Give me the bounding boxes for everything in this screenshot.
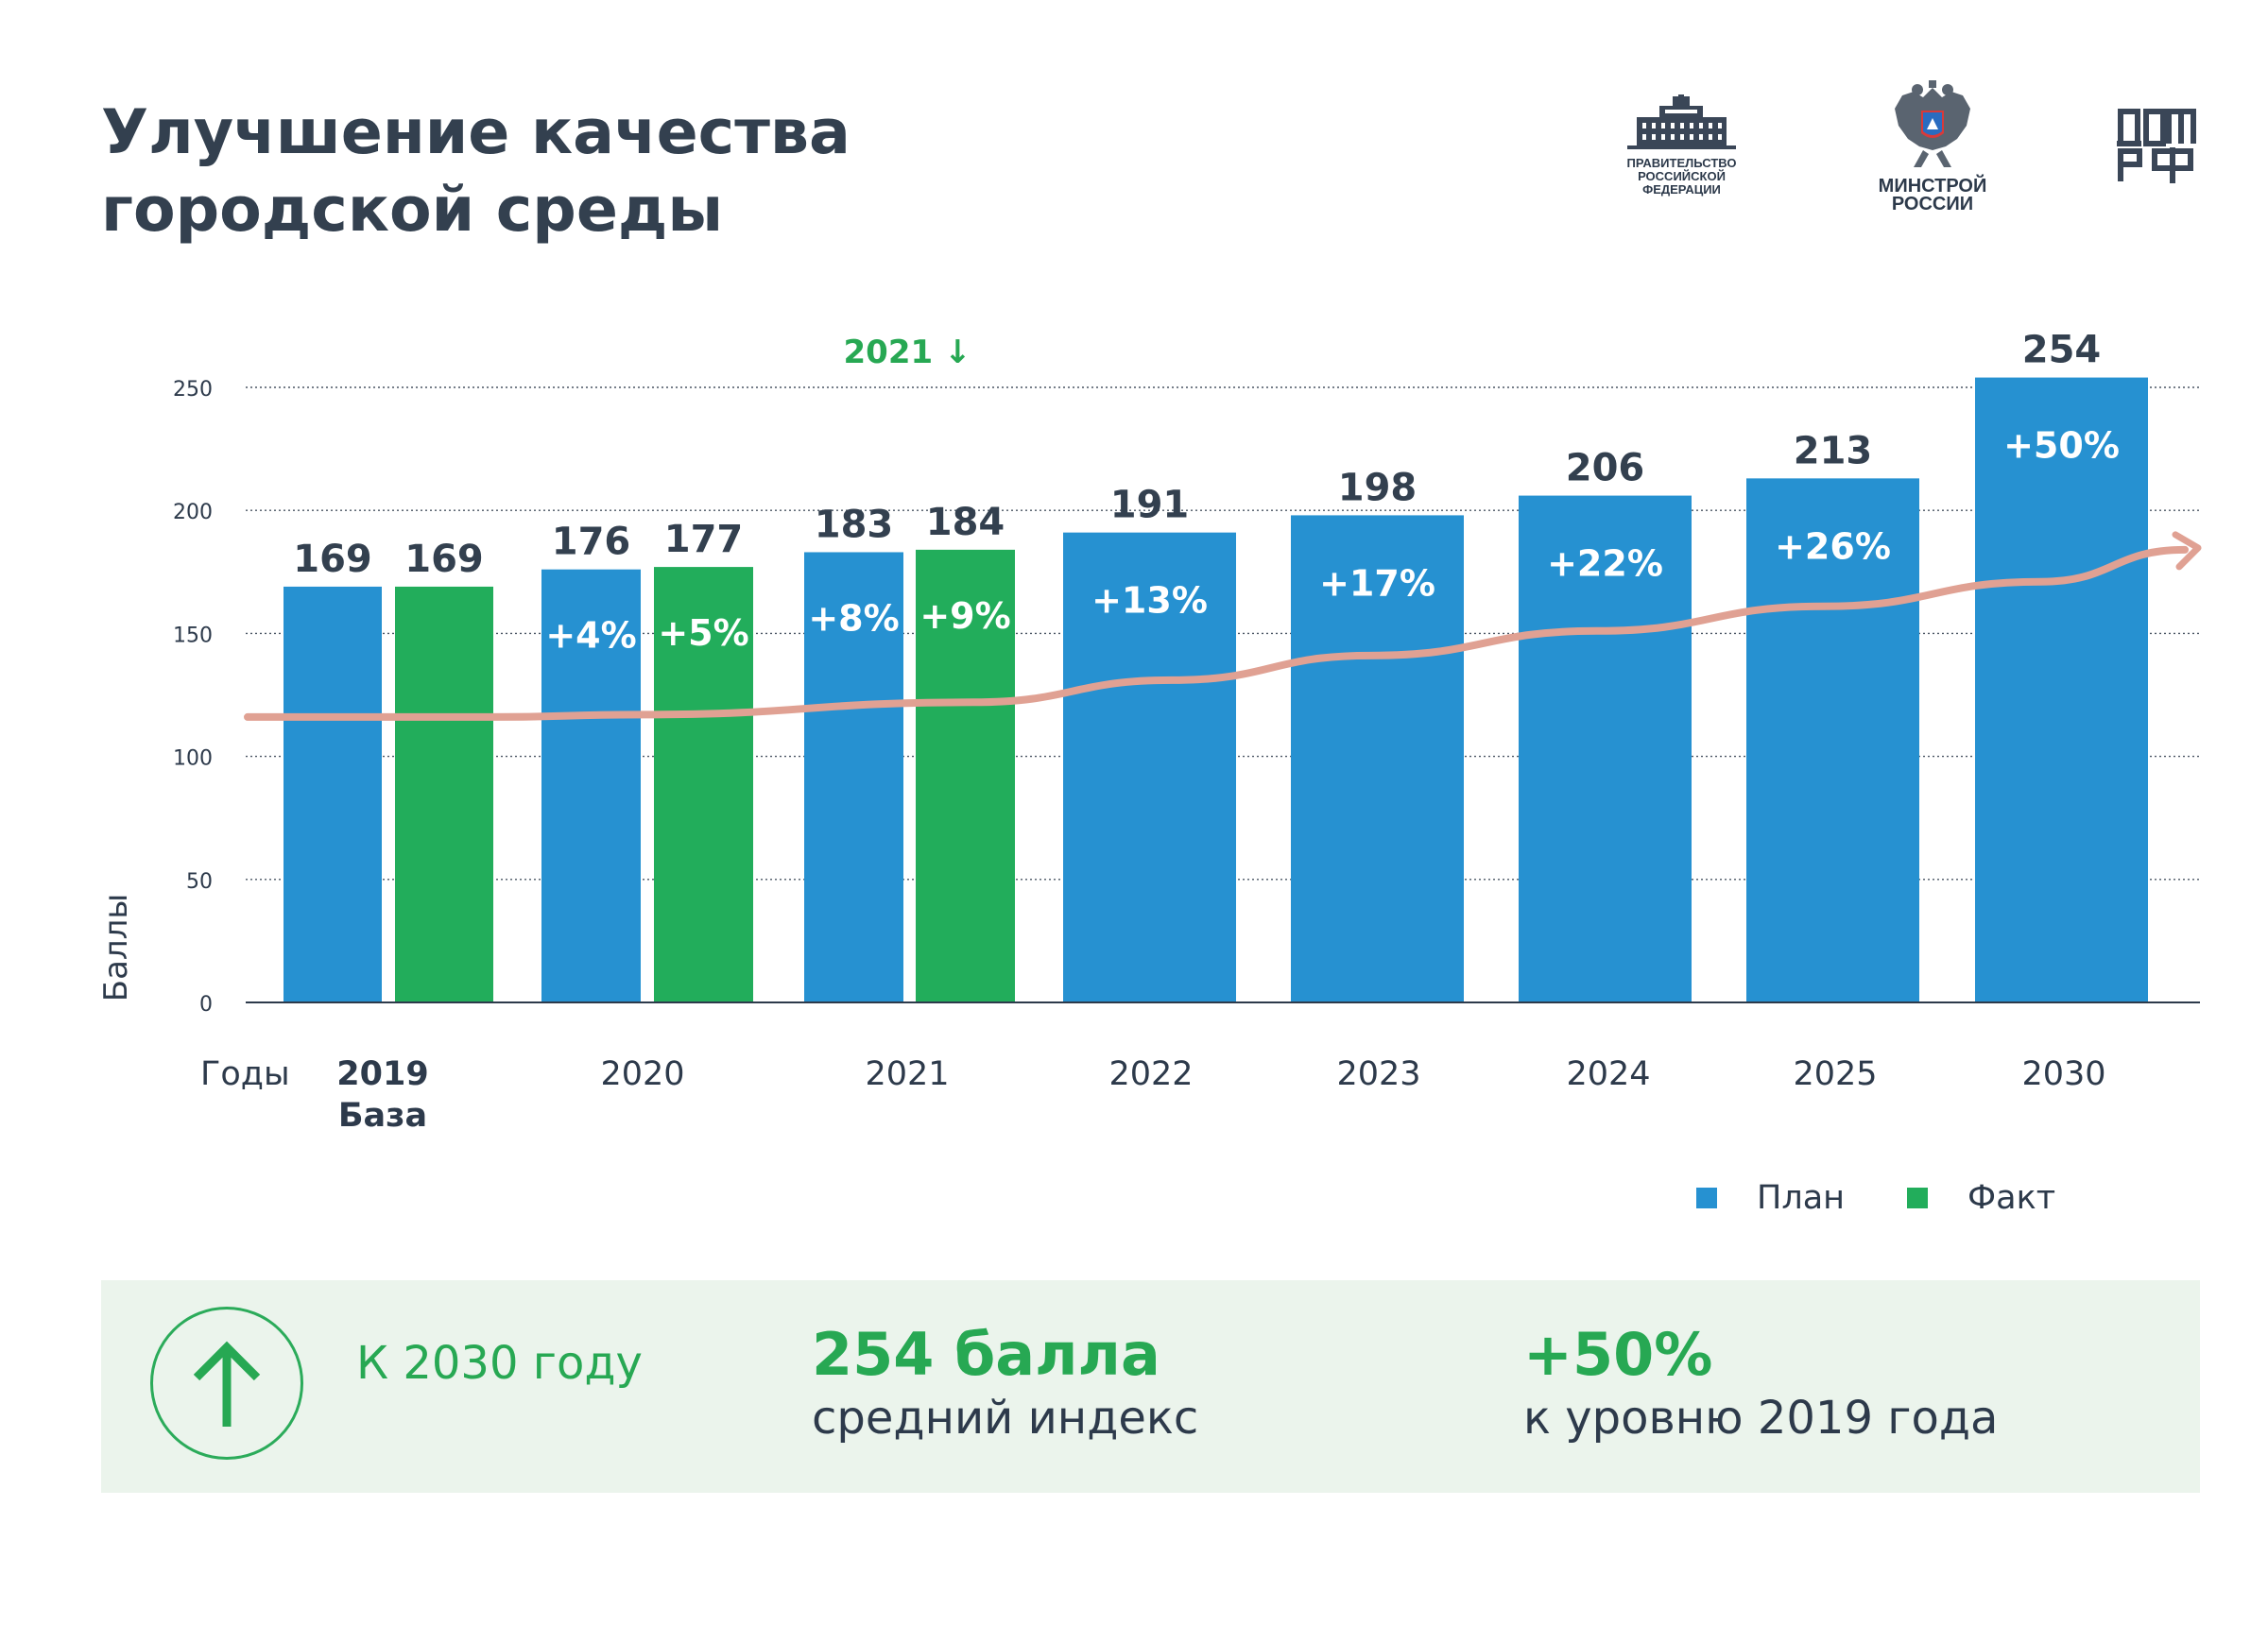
bar-2019-plan (284, 586, 382, 1002)
minstroy-line-1: МИНСТРОЙ (1878, 176, 1987, 197)
legend-item-fact: Факт (1907, 1179, 2055, 1217)
gov-logo-line-3: ФЕДЕРАЦИИ (1642, 182, 1721, 197)
bar-percent-label: +9% (919, 595, 1010, 637)
bar-percent-label: +8% (808, 597, 899, 639)
y-tick-label: 100 (173, 747, 213, 771)
y-tick-label: 50 (186, 870, 213, 894)
bar-percent-label: +22% (1547, 543, 1663, 585)
title-line-2: городской среды (101, 175, 724, 246)
bar-percent-label: +13% (1091, 580, 1208, 622)
gov-logo-line-2: РОССИЙСКОЙ (1638, 169, 1726, 183)
bar-2023-plan (1291, 515, 1464, 1002)
summary-panel: К 2030 году 254 балла средний индекс +50… (101, 1280, 2200, 1493)
legend-swatch-plan (1696, 1188, 1717, 1208)
y-tick-label: 0 (199, 993, 213, 1017)
domrf-logo (2115, 106, 2196, 185)
bar-2021-plan (804, 552, 903, 1002)
x-tick-label: 2024 (1566, 1055, 1650, 1093)
summary-growth: +50% (1523, 1320, 1713, 1389)
x-tick-label: 2025 (1793, 1055, 1877, 1093)
summary-growth-caption: к уровню 2019 года (1523, 1392, 1999, 1445)
annotation-2021: 2021 ↓ (844, 334, 971, 371)
summary-value: 254 балла (812, 1320, 1160, 1389)
x-axis-label: Годы (200, 1055, 290, 1093)
y-tick-label: 200 (173, 501, 213, 524)
bar-percent-label: +5% (658, 612, 748, 654)
bar-2021-fact (916, 549, 1015, 1002)
legend-label-fact: Факт (1967, 1179, 2056, 1217)
gov-logo-line-1: ПРАВИТЕЛЬСТВО (1626, 156, 1737, 170)
bar-2025-plan (1746, 478, 1919, 1002)
bar-2024-plan (1519, 495, 1692, 1002)
bar-2020-plan (541, 569, 641, 1002)
bar-value-label: 213 (1794, 429, 1873, 472)
bar-percent-label: +17% (1319, 562, 1435, 604)
x-tick-label: 2030 (2021, 1055, 2105, 1093)
y-axis-label: Баллы (97, 894, 135, 1001)
bar-percent-label: +50% (2003, 425, 2120, 467)
bar-value-label: 184 (926, 501, 1005, 544)
x-tick-sublabel: База (338, 1097, 427, 1135)
bar-value-label: 198 (1338, 466, 1418, 509)
legend-label-plan: План (1757, 1179, 1846, 1217)
x-tick-label: 2020 (600, 1055, 684, 1093)
axes: 0 50 100 150 200 250 Баллы Годы 2019 База 2020 2021… (97, 378, 2200, 1135)
bar-value-label: 169 (404, 538, 484, 581)
y-tick-label: 150 (173, 624, 213, 647)
bar-value-label: 206 (1566, 447, 1645, 490)
legend-swatch-fact (1907, 1188, 1928, 1208)
trend-curve (244, 545, 2189, 721)
summary-value-caption: средний индекс (812, 1392, 1199, 1445)
x-tick-label: 2023 (1336, 1055, 1420, 1093)
bar-value-label: 254 (2022, 329, 2102, 372)
minstroy-line-2: РОССИИ (1891, 194, 1974, 214)
x-tick-label: 2019 (336, 1055, 428, 1093)
bars (284, 377, 2148, 1003)
bar-2019-fact (395, 586, 493, 1002)
trend-arrowhead (2172, 531, 2202, 571)
x-tick-label: 2021 (865, 1055, 949, 1093)
bar-percent-label: +26% (1775, 525, 1891, 567)
title-line-1: Улучшение качества (101, 97, 850, 168)
labels: 169 169 176 +4% 177 +5% 183 +8% 184 +9% 191 +13% 198… (293, 329, 2120, 657)
bar-value-label: 183 (815, 503, 894, 546)
x-tick-label: 2022 (1108, 1055, 1193, 1093)
minstroy-logo: МИНСТРОЙ РОССИИ (1857, 80, 2008, 214)
government-logo: ПРАВИТЕЛЬСТВО РОССИЙСКОЙ ФЕДЕРАЦИИ (1618, 94, 1745, 198)
bar-value-label: 191 (1110, 484, 1190, 527)
bar-value-label: 169 (293, 538, 372, 581)
bar-value-label: 176 (552, 521, 631, 564)
coat-of-arms-icon (1895, 80, 1970, 167)
summary-lead: К 2030 году (356, 1337, 643, 1390)
government-building-icon (1627, 94, 1736, 149)
bar-2020-fact (654, 567, 753, 1002)
bar-2030-plan (1975, 377, 2148, 1003)
legend-item-plan: План (1696, 1179, 1845, 1217)
trend-line (244, 531, 2202, 721)
bar-value-label: 177 (664, 518, 744, 561)
bar-2022-plan (1063, 532, 1236, 1002)
domrf-logo-mark (2117, 109, 2196, 183)
bar-percent-label: +4% (545, 615, 636, 657)
bar-chart: 169 169 176 +4% 177 +5% 183 +8% 184 +9% 191 +13% 198… (97, 329, 2202, 1135)
y-tick-label: 250 (173, 378, 213, 402)
page-title: Улучшение качества городской среды (101, 94, 850, 249)
arrow-up-icon (150, 1307, 303, 1460)
